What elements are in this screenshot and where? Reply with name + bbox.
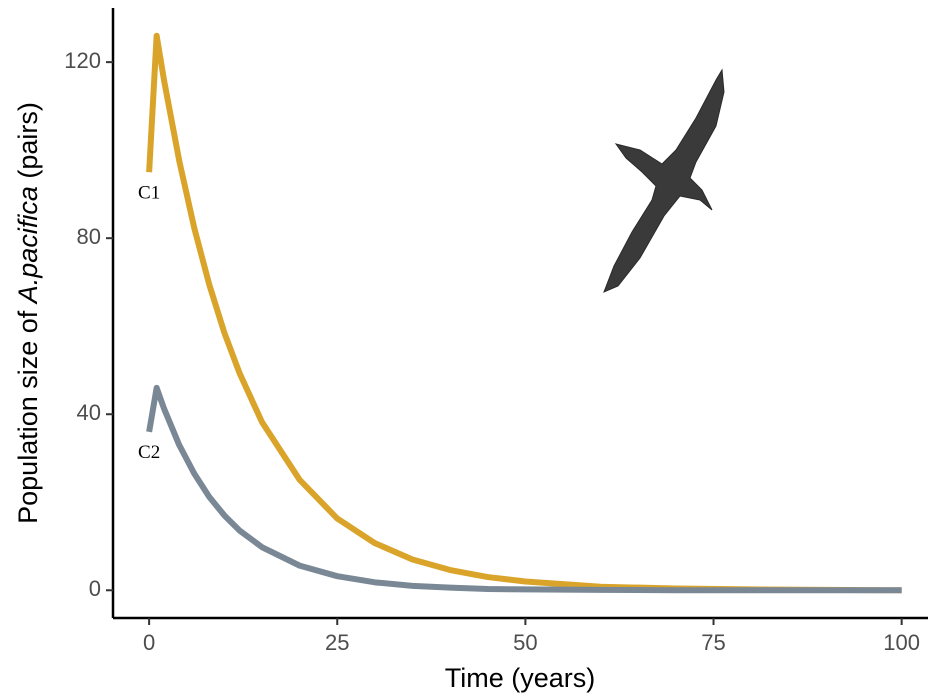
x-tick-label: 100 [883, 630, 920, 655]
x-tick-label: 0 [143, 630, 155, 655]
series-line [146, 32, 902, 594]
y-tick-label: 120 [64, 48, 101, 73]
y-axis-title: Population size of A.pacifica (pairs) [13, 102, 43, 524]
y-tick-label: 40 [77, 400, 101, 425]
x-tick-label: 75 [701, 630, 725, 655]
x-tick-label: 50 [513, 630, 537, 655]
x-tick-label: 25 [325, 630, 349, 655]
y-title-part: (pairs) [13, 102, 43, 186]
series-line [146, 384, 902, 594]
annotation: C2 [138, 442, 160, 463]
y-tick-label: 80 [77, 224, 101, 249]
bird-silhouette [603, 68, 725, 293]
x-axis-title: Time (years) [445, 663, 596, 693]
y-title-part: Population size of [13, 303, 43, 524]
annotation: C1 [138, 183, 160, 204]
y-tick-label: 0 [89, 576, 101, 601]
y-title-part: A.pacifica [13, 186, 43, 305]
